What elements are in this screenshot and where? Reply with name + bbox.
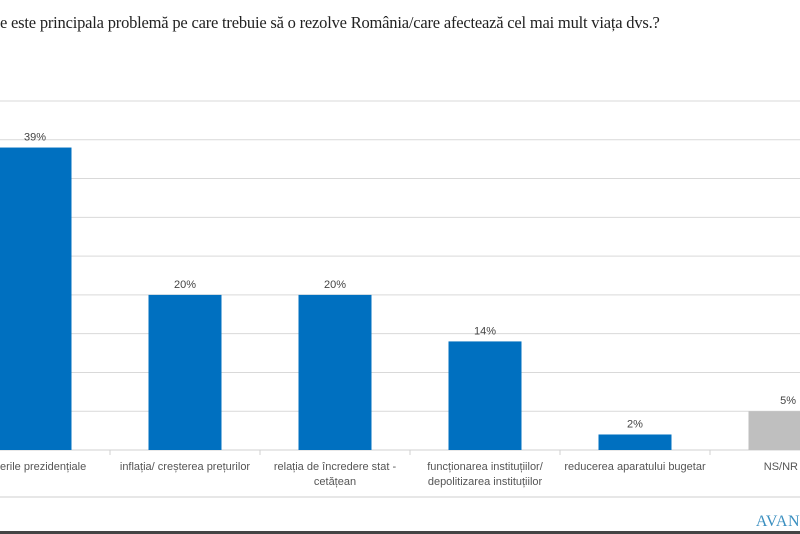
data-label: 20% [174, 279, 196, 291]
data-label: 5% [780, 395, 796, 407]
bottom-border [0, 531, 800, 534]
data-label: 20% [324, 279, 346, 291]
bar [148, 294, 222, 450]
bar [598, 434, 672, 450]
bar [0, 147, 72, 451]
data-label: 39% [24, 132, 46, 144]
chart-title: e este principala problemă pe care trebu… [0, 13, 660, 32]
logo: AVAN [755, 513, 800, 530]
category-label: funcționarea instituțiilor/ [427, 461, 544, 473]
category-label: relația de încredere stat - [274, 461, 397, 473]
category-label: cetățean [314, 476, 356, 488]
data-label: 2% [627, 418, 643, 430]
category-label: erile prezidențiale [0, 461, 86, 473]
category-label: NS/NR [764, 461, 798, 473]
category-label: depolitizarea instituțiilor [428, 476, 543, 488]
data-label: 14% [474, 325, 496, 337]
bar [298, 294, 372, 450]
category-label: inflația/ creșterea prețurilor [120, 461, 251, 473]
bar [748, 411, 800, 450]
bar [448, 341, 522, 450]
category-label: reducerea aparatului bugetar [564, 461, 706, 473]
